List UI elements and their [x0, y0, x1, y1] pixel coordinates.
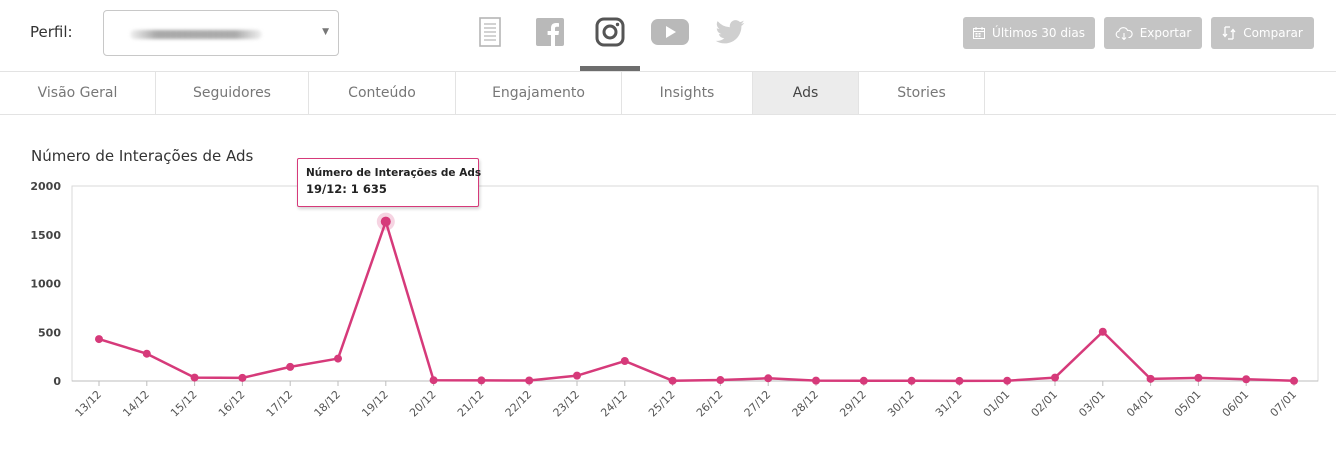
- x-tick-label: 27/12: [742, 388, 774, 420]
- y-tick-label: 1000: [30, 278, 61, 291]
- calendar-icon: [973, 27, 986, 39]
- data-point: [668, 376, 677, 385]
- x-tick-label: 16/12: [216, 388, 248, 420]
- compare-button-label: Comparar: [1243, 26, 1303, 40]
- data-point: [1290, 376, 1298, 385]
- x-tick-label: 25/12: [646, 388, 678, 420]
- x-tick-label: 05/01: [1172, 388, 1204, 420]
- x-tick-label: 13/12: [73, 388, 105, 420]
- data-point: [1051, 373, 1059, 382]
- profile-select[interactable]: ▼: [103, 10, 339, 56]
- tab-conteudo[interactable]: Conteúdo: [309, 72, 456, 114]
- export-button[interactable]: Exportar: [1104, 17, 1202, 49]
- export-button-label: Exportar: [1139, 26, 1192, 40]
- data-point: [716, 376, 725, 385]
- x-tick-label: 28/12: [790, 388, 822, 420]
- series-line: [98, 220, 1295, 383]
- x-tick-label: 07/01: [1268, 388, 1300, 420]
- x-tick-label: 23/12: [551, 388, 583, 420]
- data-point: [429, 376, 438, 385]
- instagram-icon[interactable]: [595, 14, 625, 50]
- tab-ads[interactable]: Ads: [753, 72, 859, 114]
- x-tick-label: 22/12: [503, 388, 535, 420]
- plot-area-border: [71, 185, 1319, 382]
- data-point: [142, 349, 151, 358]
- twitter-icon[interactable]: [715, 14, 745, 50]
- x-tick-label: 30/12: [885, 388, 917, 420]
- tooltip-value: 19/12: 1 635: [306, 182, 387, 196]
- facebook-icon[interactable]: [536, 14, 564, 50]
- compare-button[interactable]: Comparar: [1211, 17, 1314, 49]
- tab-bar: Visão Geral Seguidores Conteúdo Engajame…: [0, 71, 1336, 115]
- report-icon[interactable]: [478, 14, 502, 50]
- active-network-indicator: [580, 66, 640, 71]
- data-point: [812, 376, 820, 385]
- x-tick-label: 24/12: [598, 388, 630, 420]
- data-point: [286, 362, 295, 371]
- data-point: [907, 376, 916, 385]
- data-point: [380, 216, 391, 227]
- data-point: [238, 373, 247, 382]
- x-tick-label: 03/01: [1076, 388, 1108, 420]
- x-tick-label: 04/01: [1124, 388, 1156, 420]
- x-tick-label: 01/01: [981, 388, 1013, 420]
- tab-visao-geral[interactable]: Visão Geral: [0, 72, 156, 114]
- x-tick-label: 02/01: [1029, 388, 1061, 420]
- line-chart: 0 500 1000 1500 2000 13/12 14/12 15/12 16/12 17/1…: [30, 180, 1319, 420]
- data-point: [955, 376, 964, 385]
- x-tick-label: 21/12: [455, 388, 487, 420]
- period-button-label: Últimos 30 dias: [992, 26, 1085, 40]
- data-point: [573, 371, 581, 380]
- data-point: [334, 354, 342, 363]
- x-tick-label: 31/12: [933, 388, 965, 420]
- cloud-download-icon: [1115, 26, 1133, 40]
- x-tick-label: 19/12: [359, 388, 391, 420]
- chevron-down-icon: ▼: [322, 27, 329, 37]
- data-point: [1003, 376, 1012, 385]
- data-point: [1242, 375, 1251, 384]
- chart-title: Número de Interações de Ads: [31, 147, 254, 165]
- x-tick-label: 15/12: [168, 388, 200, 420]
- y-tick-label: 2000: [30, 180, 61, 193]
- y-tick-label: 0: [53, 375, 61, 388]
- x-tick-label: 17/12: [264, 388, 296, 420]
- data-point: [190, 373, 199, 382]
- data-point: [1098, 327, 1107, 336]
- x-tick-label: 29/12: [837, 388, 869, 420]
- data-point: [477, 376, 486, 385]
- profile-label: Perfil:: [30, 23, 73, 41]
- tab-insights[interactable]: Insights: [622, 72, 753, 114]
- profile-name-blurred: [130, 30, 262, 39]
- data-point: [525, 376, 534, 385]
- data-point: [1194, 373, 1203, 382]
- data-point: [764, 374, 773, 383]
- tab-seguidores[interactable]: Seguidores: [156, 72, 309, 114]
- period-button[interactable]: Últimos 30 dias: [963, 17, 1095, 49]
- data-point: [95, 335, 103, 344]
- chart-tooltip: Número de Interações de Ads 19/12: 1 635: [297, 158, 482, 207]
- youtube-icon[interactable]: [651, 14, 689, 50]
- y-tick-label: 1500: [30, 229, 61, 242]
- data-point: [859, 376, 868, 385]
- top-bar: Perfil: ▼: [0, 0, 1336, 71]
- x-tick-label: 18/12: [312, 388, 344, 420]
- compare-icon: [1222, 26, 1236, 40]
- tooltip-title: Número de Interações de Ads: [306, 167, 482, 179]
- x-tick-label: 20/12: [407, 388, 439, 420]
- tab-stories[interactable]: Stories: [859, 72, 985, 114]
- data-point: [620, 357, 629, 366]
- data-point: [1146, 374, 1155, 383]
- x-tick-label: 26/12: [694, 388, 726, 420]
- tab-engajamento[interactable]: Engajamento: [456, 72, 622, 114]
- x-tick-label: 06/01: [1220, 388, 1252, 420]
- y-tick-label: 500: [38, 326, 61, 339]
- x-tick-label: 14/12: [120, 388, 152, 420]
